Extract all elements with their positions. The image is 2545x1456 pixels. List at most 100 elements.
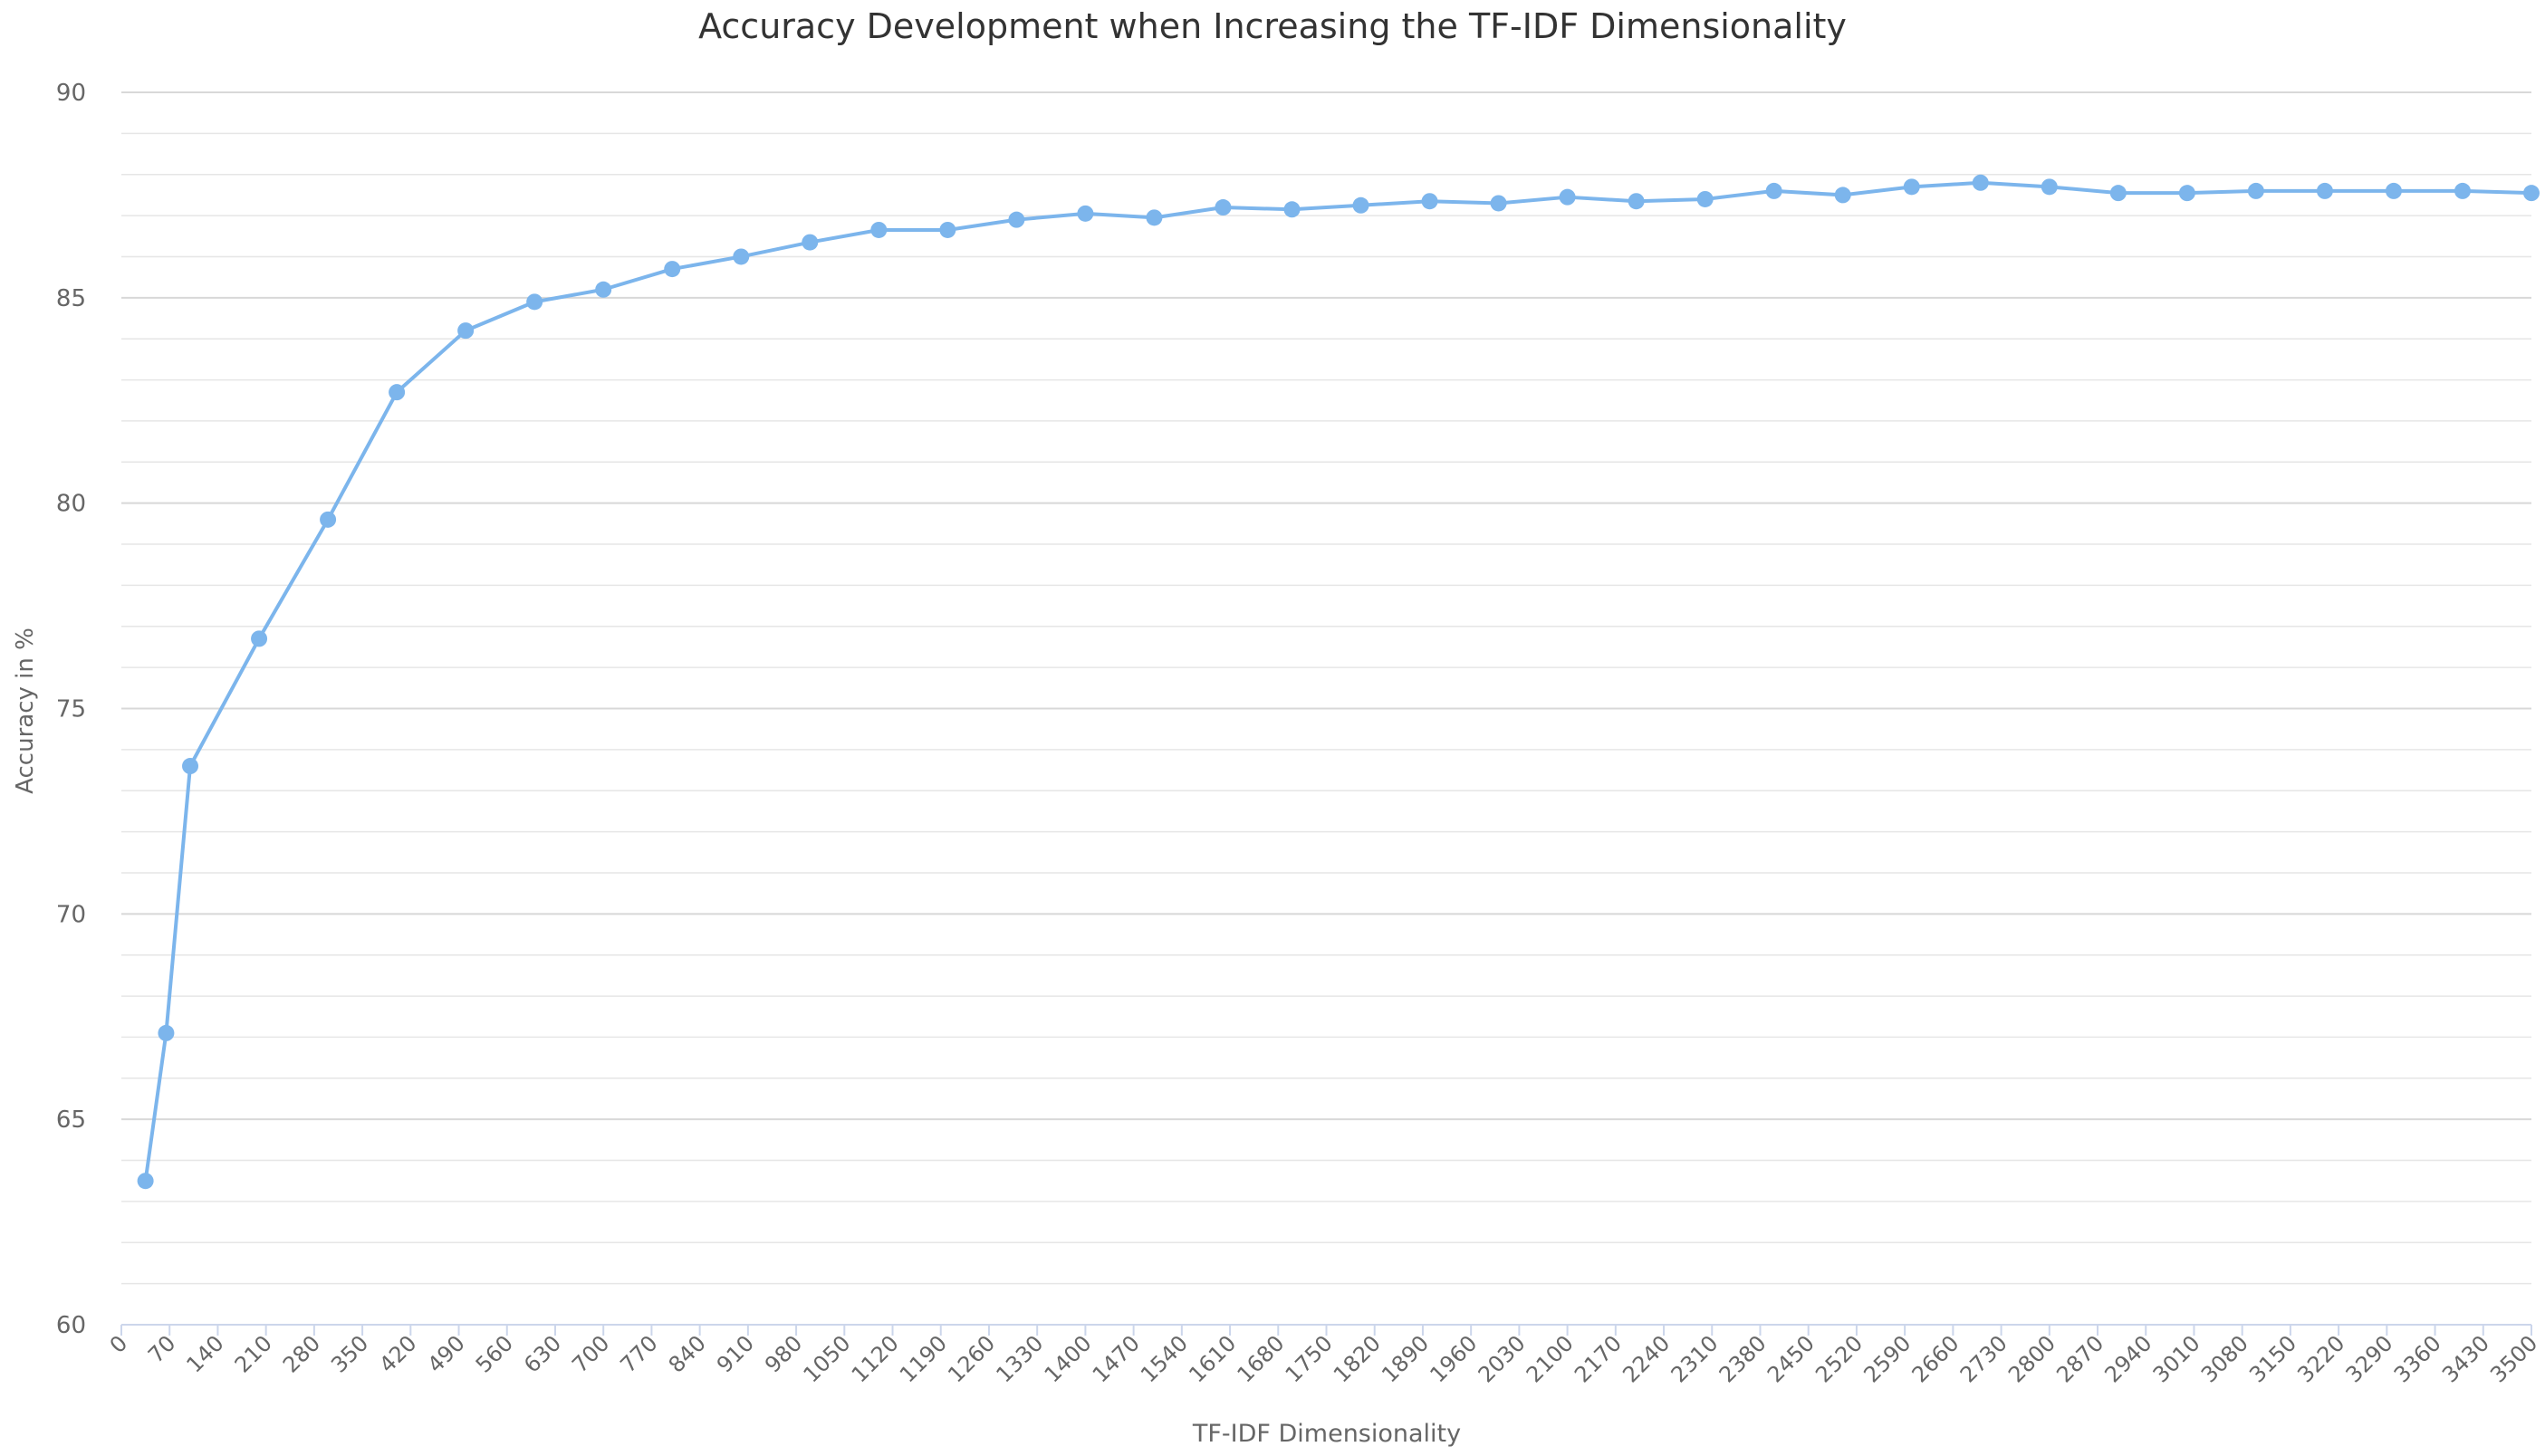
data-point[interactable] — [1834, 187, 1851, 204]
x-tick-label: 2660 — [1907, 1330, 1964, 1387]
x-tick-label: 770 — [615, 1330, 662, 1377]
x-tick-label: 700 — [567, 1330, 614, 1377]
data-point[interactable] — [2178, 185, 2195, 202]
data-point[interactable] — [1490, 195, 1507, 212]
x-tick-label: 1610 — [1184, 1330, 1241, 1387]
data-point[interactable] — [2041, 178, 2058, 196]
x-tick-label: 2450 — [1762, 1330, 1820, 1387]
data-point[interactable] — [870, 221, 888, 238]
data-point[interactable] — [664, 261, 681, 278]
x-tick-label: 630 — [519, 1330, 566, 1377]
series-group — [137, 174, 2540, 1190]
data-point[interactable] — [2454, 182, 2471, 199]
x-tick-label: 2240 — [1618, 1330, 1675, 1387]
x-tick-label: 2730 — [1955, 1330, 2012, 1387]
x-tick-label: 1190 — [895, 1330, 952, 1387]
data-point[interactable] — [320, 511, 337, 528]
x-tick-label: 1820 — [1329, 1330, 1386, 1387]
x-tick-label: 1260 — [943, 1330, 1000, 1387]
x-tick-label: 1960 — [1425, 1330, 1482, 1387]
x-tick-label: 3220 — [2292, 1330, 2349, 1387]
x-tick-label: 2940 — [2099, 1330, 2156, 1387]
data-point[interactable] — [2109, 185, 2127, 202]
y-tick-label: 60 — [56, 1312, 86, 1339]
series-line — [143, 180, 2532, 1182]
data-point[interactable] — [595, 281, 612, 298]
x-tick-label: 1470 — [1088, 1330, 1145, 1387]
data-point[interactable] — [1559, 188, 1576, 206]
x-tick-label: 3010 — [2148, 1330, 2205, 1387]
x-tick-label: 2590 — [1858, 1330, 1916, 1387]
data-point[interactable] — [939, 221, 956, 238]
x-tick-label: 1120 — [847, 1330, 904, 1387]
x-tick-label: 350 — [326, 1330, 373, 1377]
x-tick-label: 3500 — [2485, 1330, 2542, 1387]
y-tick-label: 65 — [56, 1106, 86, 1134]
data-point[interactable] — [2385, 182, 2402, 199]
x-tick-label: 840 — [664, 1330, 711, 1377]
y-tick-label: 90 — [56, 80, 86, 107]
data-point[interactable] — [733, 248, 750, 265]
x-tick-label: 1050 — [799, 1330, 856, 1387]
data-point[interactable] — [251, 630, 268, 647]
data-point[interactable] — [158, 1024, 175, 1041]
x-tick-label: 210 — [230, 1330, 277, 1377]
data-point[interactable] — [1077, 205, 1094, 222]
x-tick-label: 2100 — [1522, 1330, 1579, 1387]
y-tick-label: 85 — [56, 285, 86, 312]
data-point[interactable] — [2247, 182, 2264, 199]
x-tick-label: 2800 — [2003, 1330, 2060, 1387]
x-tick-label: 2520 — [1810, 1330, 1868, 1387]
x-tick-label: 910 — [712, 1330, 759, 1377]
y-tick-label: 70 — [56, 901, 86, 928]
x-tick-label: 1680 — [1233, 1330, 1290, 1387]
data-point[interactable] — [1421, 193, 1438, 210]
data-point[interactable] — [1215, 199, 1232, 216]
data-point[interactable] — [1972, 174, 1989, 191]
y-axis: 60 65 70 75 80 85 90 — [56, 80, 86, 1339]
x-tick-label: 280 — [278, 1330, 325, 1377]
grid-lines — [121, 91, 2531, 1285]
x-tick-label: 3080 — [2196, 1330, 2253, 1387]
data-point[interactable] — [1352, 196, 1369, 214]
x-tick-label: 3430 — [2437, 1330, 2494, 1387]
x-tick-label: 3360 — [2389, 1330, 2446, 1387]
data-point[interactable] — [182, 758, 199, 775]
x-tick-label: 2170 — [1570, 1330, 1627, 1387]
x-tick-label: 3150 — [2244, 1330, 2301, 1387]
x-tick-label: 2310 — [1666, 1330, 1724, 1387]
x-tick-label: 1890 — [1377, 1330, 1434, 1387]
y-tick-label: 80 — [56, 491, 86, 518]
data-point[interactable] — [457, 322, 475, 340]
x-tick-label: 70 — [143, 1330, 180, 1367]
data-point[interactable] — [1008, 211, 1025, 228]
x-tick-label: 1540 — [1136, 1330, 1193, 1387]
data-point[interactable] — [802, 234, 819, 251]
data-point[interactable] — [526, 293, 543, 311]
x-tick-label: 420 — [374, 1330, 421, 1377]
x-tick-label: 2870 — [2051, 1330, 2108, 1387]
y-tick-label: 75 — [56, 696, 86, 723]
x-tick-label: 560 — [471, 1330, 518, 1377]
data-point[interactable] — [137, 1173, 154, 1190]
x-tick-label: 0 — [105, 1330, 133, 1358]
data-point[interactable] — [1628, 193, 1645, 210]
x-tick-label: 3290 — [2341, 1330, 2398, 1387]
x-axis-label: TF-IDF Dimensionality — [1192, 1420, 1461, 1448]
y-axis-label: Accuracy in % — [12, 627, 39, 794]
x-tick-label: 2380 — [1714, 1330, 1772, 1387]
data-point[interactable] — [2523, 185, 2540, 202]
data-point[interactable] — [1146, 209, 1163, 226]
data-point[interactable] — [389, 384, 406, 401]
x-tick-label: 140 — [181, 1330, 228, 1377]
x-tick-label: 1750 — [1281, 1330, 1338, 1387]
x-tick-label: 1400 — [1040, 1330, 1097, 1387]
data-point[interactable] — [1765, 182, 1782, 199]
data-point[interactable] — [1696, 190, 1714, 207]
data-point[interactable] — [1903, 178, 1920, 196]
data-point[interactable] — [2316, 182, 2333, 199]
data-point[interactable] — [1283, 201, 1301, 218]
x-tick-label: 2030 — [1474, 1330, 1531, 1387]
